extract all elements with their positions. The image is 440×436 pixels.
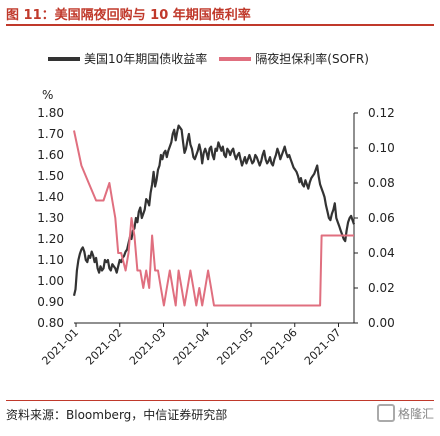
left-axis-unit: % — [42, 88, 53, 102]
chart-title: 图 11：美国隔夜回购与 10 年期国债利率 — [6, 8, 251, 23]
legend-swatch-10y — [48, 56, 80, 61]
chart-svg: % 1.80 1.70 1.60 1.50 1.40 1.30 1.20 1.10 1.00 0.… — [37, 88, 395, 368]
left-tick-label: 1.50 — [37, 169, 64, 183]
right-tick-label: 0.04 — [368, 246, 395, 260]
footer-rule — [6, 400, 434, 401]
legend-label-sofr: 隔夜担保利率(SOFR) — [255, 52, 369, 66]
brand-logo-text: 格隆汇 — [397, 406, 434, 421]
brand-logo: 格隆汇 — [376, 404, 434, 422]
x-tick-label: 2021-04 — [171, 326, 213, 368]
left-tick-label: 1.10 — [37, 253, 64, 267]
left-tick-label: 1.20 — [37, 232, 64, 246]
left-tick-label: 1.70 — [37, 127, 64, 141]
left-tick-label: 0.90 — [37, 295, 64, 309]
legend-swatch-sofr — [219, 56, 252, 61]
left-tick-label: 1.60 — [37, 148, 64, 162]
x-tick-label: 2021-07 — [302, 326, 344, 368]
legend-item-10y: 美国10年期国债收益率 — [48, 50, 207, 67]
series-line-10y — [72, 124, 356, 296]
x-axis-ticks: 2021-01 2021-02 2021-03 2021-04 2021-05 2021-… — [39, 323, 344, 368]
right-tick-label: 0.02 — [368, 281, 395, 295]
legend-label-10y: 美国10年期国债收益率 — [84, 52, 208, 66]
left-tick-label: 1.30 — [37, 211, 64, 225]
right-tick-label: 0.08 — [368, 176, 395, 190]
left-tick-label: 0.80 — [37, 316, 64, 330]
series-line-sofr — [73, 130, 354, 307]
right-axis-ticks: 0.12 0.10 0.08 0.06 0.04 0.02 0.00 — [354, 106, 395, 330]
x-tick-label: 2021-01 — [39, 326, 81, 368]
series-layer — [72, 124, 356, 307]
right-tick-label: 0.06 — [368, 211, 395, 225]
chart-legend: 美国10年期国债收益率 隔夜担保利率(SOFR) — [48, 50, 381, 67]
x-tick-label: 2021-05 — [214, 326, 256, 368]
left-tick-label: 1.80 — [37, 106, 64, 120]
left-tick-label: 1.00 — [37, 274, 64, 288]
x-tick-label: 2021-02 — [83, 326, 125, 368]
left-axis-ticks: 1.80 1.70 1.60 1.50 1.40 1.30 1.20 1.10 1.00 0.90… — [37, 106, 64, 330]
source-note: 资料来源：Bloomberg，中信证券研究部 — [6, 408, 228, 422]
x-tick-label: 2021-03 — [127, 326, 169, 368]
right-tick-label: 0.12 — [368, 106, 395, 120]
title-rule — [6, 24, 434, 26]
left-tick-label: 1.40 — [37, 190, 64, 204]
brand-logo-icon — [376, 404, 395, 422]
right-tick-label: 0.00 — [368, 316, 395, 330]
legend-item-sofr: 隔夜担保利率(SOFR) — [219, 50, 369, 67]
x-tick-label: 2021-06 — [258, 326, 300, 368]
right-tick-label: 0.10 — [368, 141, 395, 155]
